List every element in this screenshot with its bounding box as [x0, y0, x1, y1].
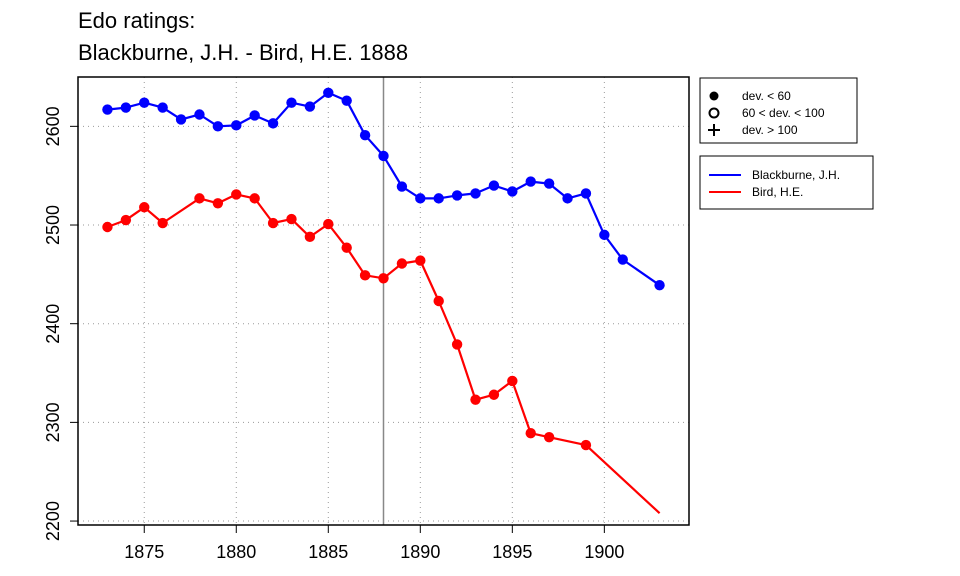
legend-deviation-label: dev. > 100 [742, 123, 798, 137]
x-tick-label: 1885 [308, 542, 348, 562]
data-point-blackburne [525, 176, 536, 187]
data-point-bird [433, 295, 444, 307]
data-point-bird [267, 217, 279, 229]
data-point-bird [488, 389, 500, 400]
data-point-blackburne [120, 102, 132, 113]
data-point-bird [543, 431, 555, 443]
chart-subtitle: Blackburne, J.H. - Bird, H.E. 1888 [78, 40, 409, 65]
chart-title: Edo ratings: [78, 8, 196, 33]
data-point-bird [286, 213, 297, 225]
data-point-bird [378, 273, 389, 284]
data-point-bird [194, 193, 205, 204]
data-point-blackburne [488, 180, 500, 191]
data-point-blackburne [175, 114, 187, 125]
data-point-blackburne [341, 95, 352, 106]
data-point-bird [139, 202, 150, 213]
data-point-blackburne [396, 181, 408, 192]
data-point-bird [304, 231, 316, 243]
y-axis: 2200 2300 2400 2500 2600 [43, 106, 79, 541]
data-point-bird [359, 270, 371, 281]
data-point-blackburne [451, 190, 463, 201]
y-tick-label: 2400 [43, 304, 63, 344]
data-point-blackburne [543, 178, 555, 189]
legend-open-circle-icon [708, 107, 720, 119]
legend-plus-icon [708, 124, 720, 136]
data-point-blackburne [654, 280, 665, 291]
data-point-bird [231, 189, 242, 200]
data-point-bird [120, 214, 132, 226]
data-point-bird [341, 242, 352, 253]
data-point-bird [157, 217, 168, 229]
x-tick-label: 1895 [492, 542, 532, 562]
y-tick-label: 2200 [43, 501, 63, 541]
data-point-blackburne [212, 121, 224, 132]
legend-series-box [699, 155, 874, 210]
data-point-blackburne [267, 118, 279, 129]
data-point-bird [323, 218, 334, 230]
legend-series-label: Blackburne, J.H. [752, 168, 840, 182]
legend-deviation-box [699, 77, 858, 144]
data-point-blackburne [470, 188, 481, 199]
data-point-bird [212, 198, 224, 209]
data-point-blackburne [562, 193, 573, 204]
legend-deviation: dev. < 60 60 < dev. < 100 dev. > 100 [699, 77, 858, 144]
data-point-blackburne [323, 87, 334, 98]
y-tick-label: 2500 [43, 205, 63, 245]
data-point-blackburne [580, 188, 592, 199]
data-point-blackburne [231, 120, 242, 131]
x-tick-label: 1890 [400, 542, 440, 562]
legend-deviation-label: dev. < 60 [742, 89, 791, 103]
data-point-blackburne [617, 254, 628, 265]
data-point-blackburne [304, 101, 316, 112]
y-tick-label: 2300 [43, 402, 63, 442]
data-point-bird [249, 193, 260, 204]
data-point-bird [396, 258, 408, 269]
legend-series: Blackburne, J.H. Bird, H.E. [699, 155, 874, 210]
data-point-bird [451, 339, 463, 350]
x-tick-label: 1900 [584, 542, 624, 562]
data-point-bird [580, 439, 592, 451]
data-point-blackburne [249, 110, 260, 121]
series-group [102, 87, 665, 515]
data-point-blackburne [378, 150, 389, 162]
data-point-blackburne [433, 193, 444, 204]
x-tick-label: 1875 [124, 542, 164, 562]
data-point-bird [507, 375, 518, 387]
legend-filled-circle-icon [709, 91, 719, 101]
legend-series-label: Bird, H.E. [752, 185, 803, 199]
x-axis: 1875 1880 1885 1890 1895 1900 [124, 524, 624, 562]
data-point-blackburne [415, 193, 426, 204]
data-point-blackburne [507, 186, 518, 197]
x-tick-label: 1880 [216, 542, 256, 562]
data-point-blackburne [102, 104, 113, 115]
y-tick-label: 2600 [43, 106, 63, 146]
data-point-blackburne [359, 130, 371, 141]
data-point-blackburne [157, 102, 168, 113]
data-point-blackburne [599, 229, 610, 241]
data-point-bird [470, 394, 481, 405]
data-point-blackburne [194, 109, 205, 120]
data-point-bird [415, 255, 426, 266]
legend-deviation-label: 60 < dev. < 100 [742, 106, 825, 120]
data-point-blackburne [139, 97, 150, 108]
data-point-blackburne [286, 97, 297, 108]
data-point-bird [102, 221, 113, 233]
data-point-bird [525, 428, 536, 439]
